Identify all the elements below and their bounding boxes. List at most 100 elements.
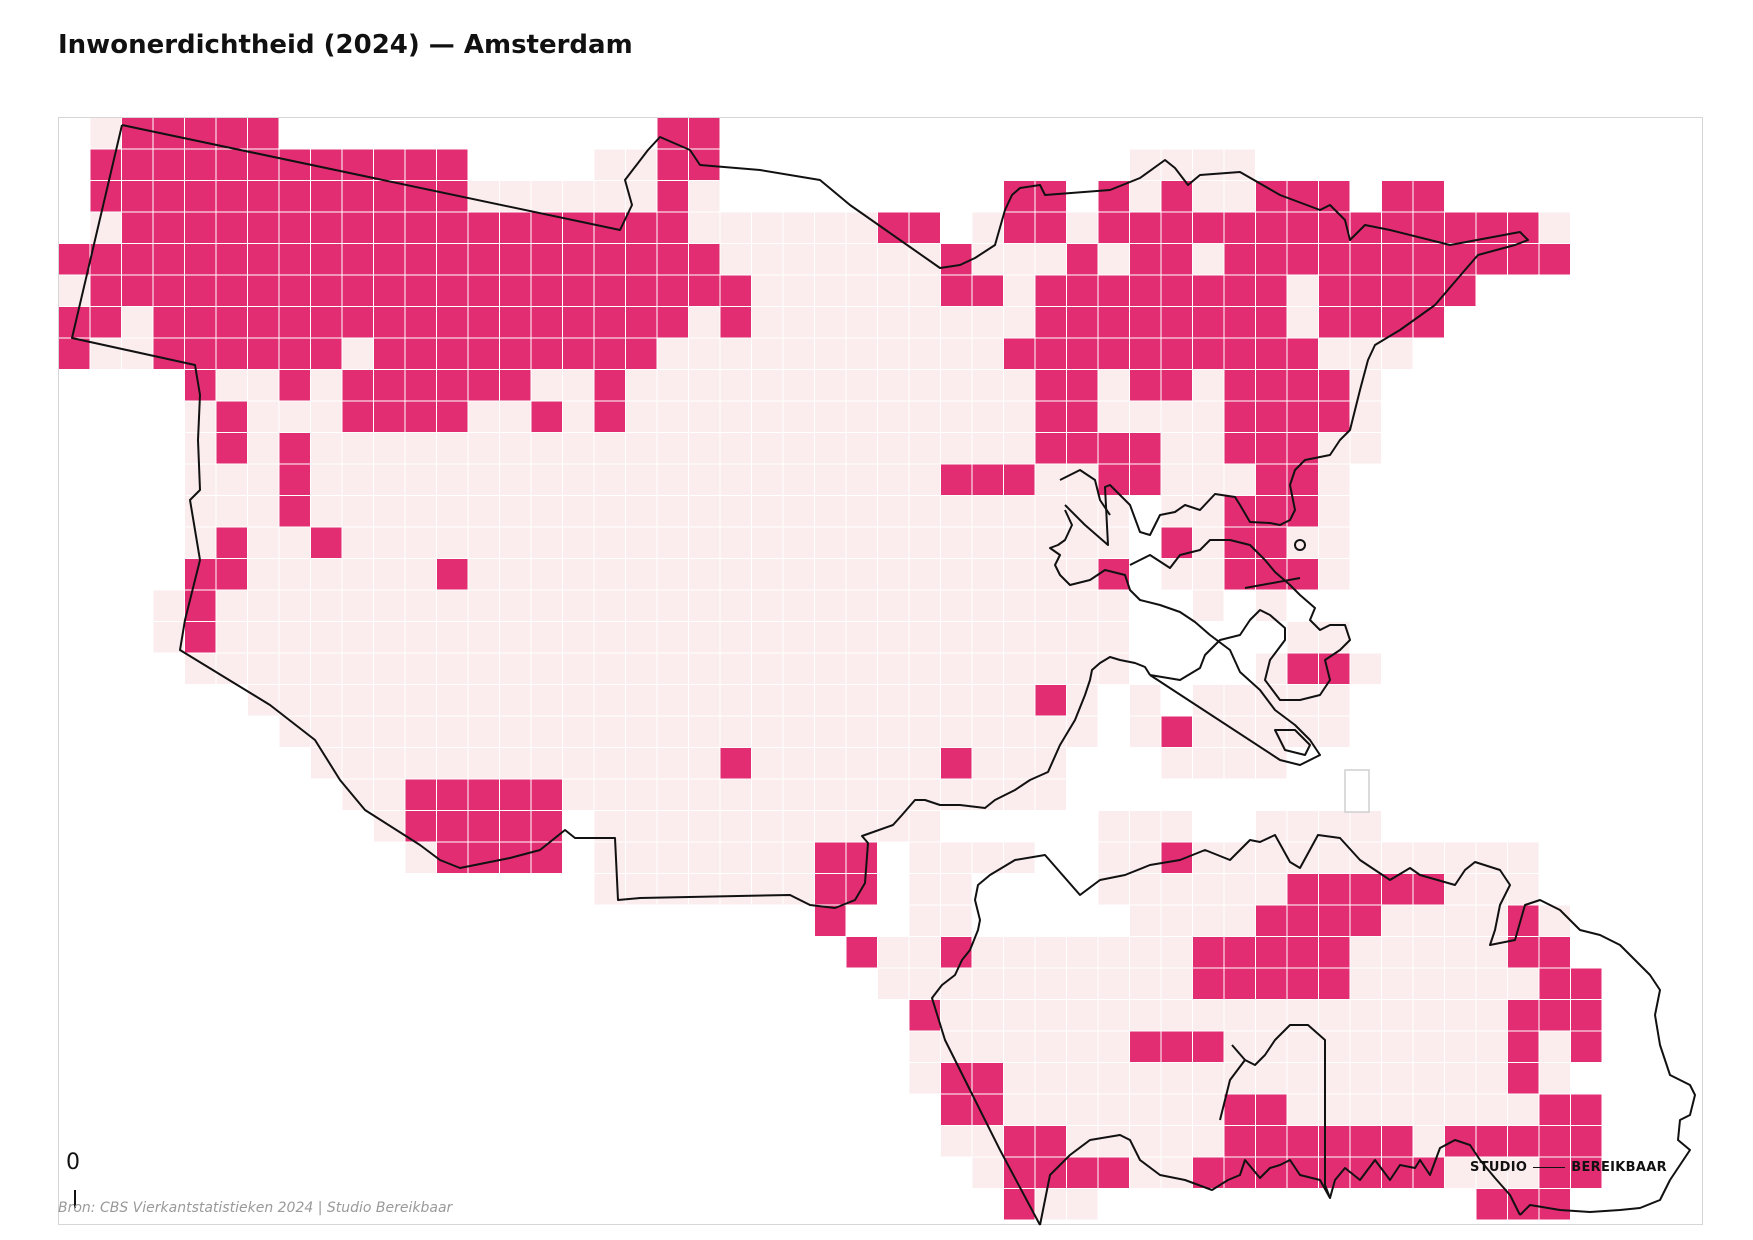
cell-low [1098, 811, 1129, 842]
cell-low [500, 464, 531, 495]
cell-high [1287, 905, 1318, 936]
cell-low [815, 370, 846, 401]
cell-high [657, 181, 688, 212]
cell-low [783, 716, 814, 747]
cell-low [248, 527, 279, 558]
cell-low [311, 401, 342, 432]
cell-low [972, 212, 1003, 243]
cell-low [689, 527, 720, 558]
cell-high [342, 307, 373, 338]
cell-high [279, 181, 310, 212]
cell-low [1098, 496, 1129, 527]
cell-low [878, 685, 909, 716]
cell-high [594, 338, 625, 369]
cell-high [1476, 1189, 1507, 1220]
cell-low [405, 433, 436, 464]
cell-high [342, 275, 373, 306]
cell-low [752, 779, 783, 810]
cell-low [1413, 905, 1444, 936]
cell-high [1035, 401, 1066, 432]
cell-low [500, 496, 531, 527]
cell-high [1004, 1157, 1035, 1188]
cell-high [941, 275, 972, 306]
cell-low [783, 433, 814, 464]
cell-high [1256, 1094, 1287, 1125]
cell-high [468, 338, 499, 369]
cell-high [279, 370, 310, 401]
cell-low [1035, 937, 1066, 968]
cell-high [1476, 1126, 1507, 1157]
cell-low [815, 716, 846, 747]
cell-high [1287, 559, 1318, 590]
cell-low [279, 559, 310, 590]
cell-low [909, 1031, 940, 1062]
cell-high [1224, 338, 1255, 369]
outline-harbor [1049, 509, 1321, 766]
cell-low [1035, 1063, 1066, 1094]
cell-high [279, 244, 310, 275]
cell-low [909, 874, 940, 905]
cell-high [1571, 1000, 1602, 1031]
cell-low [752, 842, 783, 873]
cell-low [1350, 1094, 1381, 1125]
cell-low [59, 275, 90, 306]
cell-low [594, 842, 625, 873]
cell-low [594, 779, 625, 810]
cell-low [626, 779, 657, 810]
cell-low [1035, 1189, 1066, 1220]
cell-high [1035, 307, 1066, 338]
cell-high [342, 212, 373, 243]
cell-low [909, 1063, 940, 1094]
cell-high [1035, 433, 1066, 464]
cell-low [1130, 1063, 1161, 1094]
cell-low [1445, 1157, 1476, 1188]
cell-high [248, 118, 279, 149]
cell-low [1445, 937, 1476, 968]
cell-high [437, 212, 468, 243]
cell-low [563, 716, 594, 747]
cell-high [563, 244, 594, 275]
cell-high [1413, 307, 1444, 338]
cell-low [342, 748, 373, 779]
cell-high [1035, 275, 1066, 306]
cell-low [1350, 811, 1381, 842]
cell-low [972, 401, 1003, 432]
cell-high [1256, 212, 1287, 243]
cell-low [1098, 244, 1129, 275]
cell-high [1445, 275, 1476, 306]
cell-low [1287, 527, 1318, 558]
cell-low [626, 748, 657, 779]
cell-low [815, 433, 846, 464]
cell-low [657, 527, 688, 558]
cell-high [1256, 464, 1287, 495]
cell-low [1193, 370, 1224, 401]
cell-high [216, 244, 247, 275]
cell-high [846, 842, 877, 873]
cell-low [1350, 842, 1381, 873]
cell-high [1193, 212, 1224, 243]
cell-low [1319, 338, 1350, 369]
cell-high [1319, 275, 1350, 306]
cell-low [1193, 181, 1224, 212]
cell-low [1224, 685, 1255, 716]
cell-low [437, 433, 468, 464]
cell-low [248, 464, 279, 495]
cell-low [846, 559, 877, 590]
cell-low [1098, 937, 1129, 968]
cell-low [1161, 937, 1192, 968]
cell-high [248, 275, 279, 306]
cell-high [1098, 307, 1129, 338]
cell-low [720, 874, 751, 905]
cell-low [1067, 1063, 1098, 1094]
cell-low [689, 748, 720, 779]
cell-low [468, 622, 499, 653]
cell-low [783, 622, 814, 653]
cell-high [311, 212, 342, 243]
cell-low [1319, 842, 1350, 873]
cell-low [752, 244, 783, 275]
cell-low [689, 464, 720, 495]
source-credit: Bron: CBS Vierkantstatistieken 2024 | St… [58, 1200, 453, 1216]
cell-low [342, 779, 373, 810]
cell-low [626, 622, 657, 653]
cell-high [1571, 1094, 1602, 1125]
